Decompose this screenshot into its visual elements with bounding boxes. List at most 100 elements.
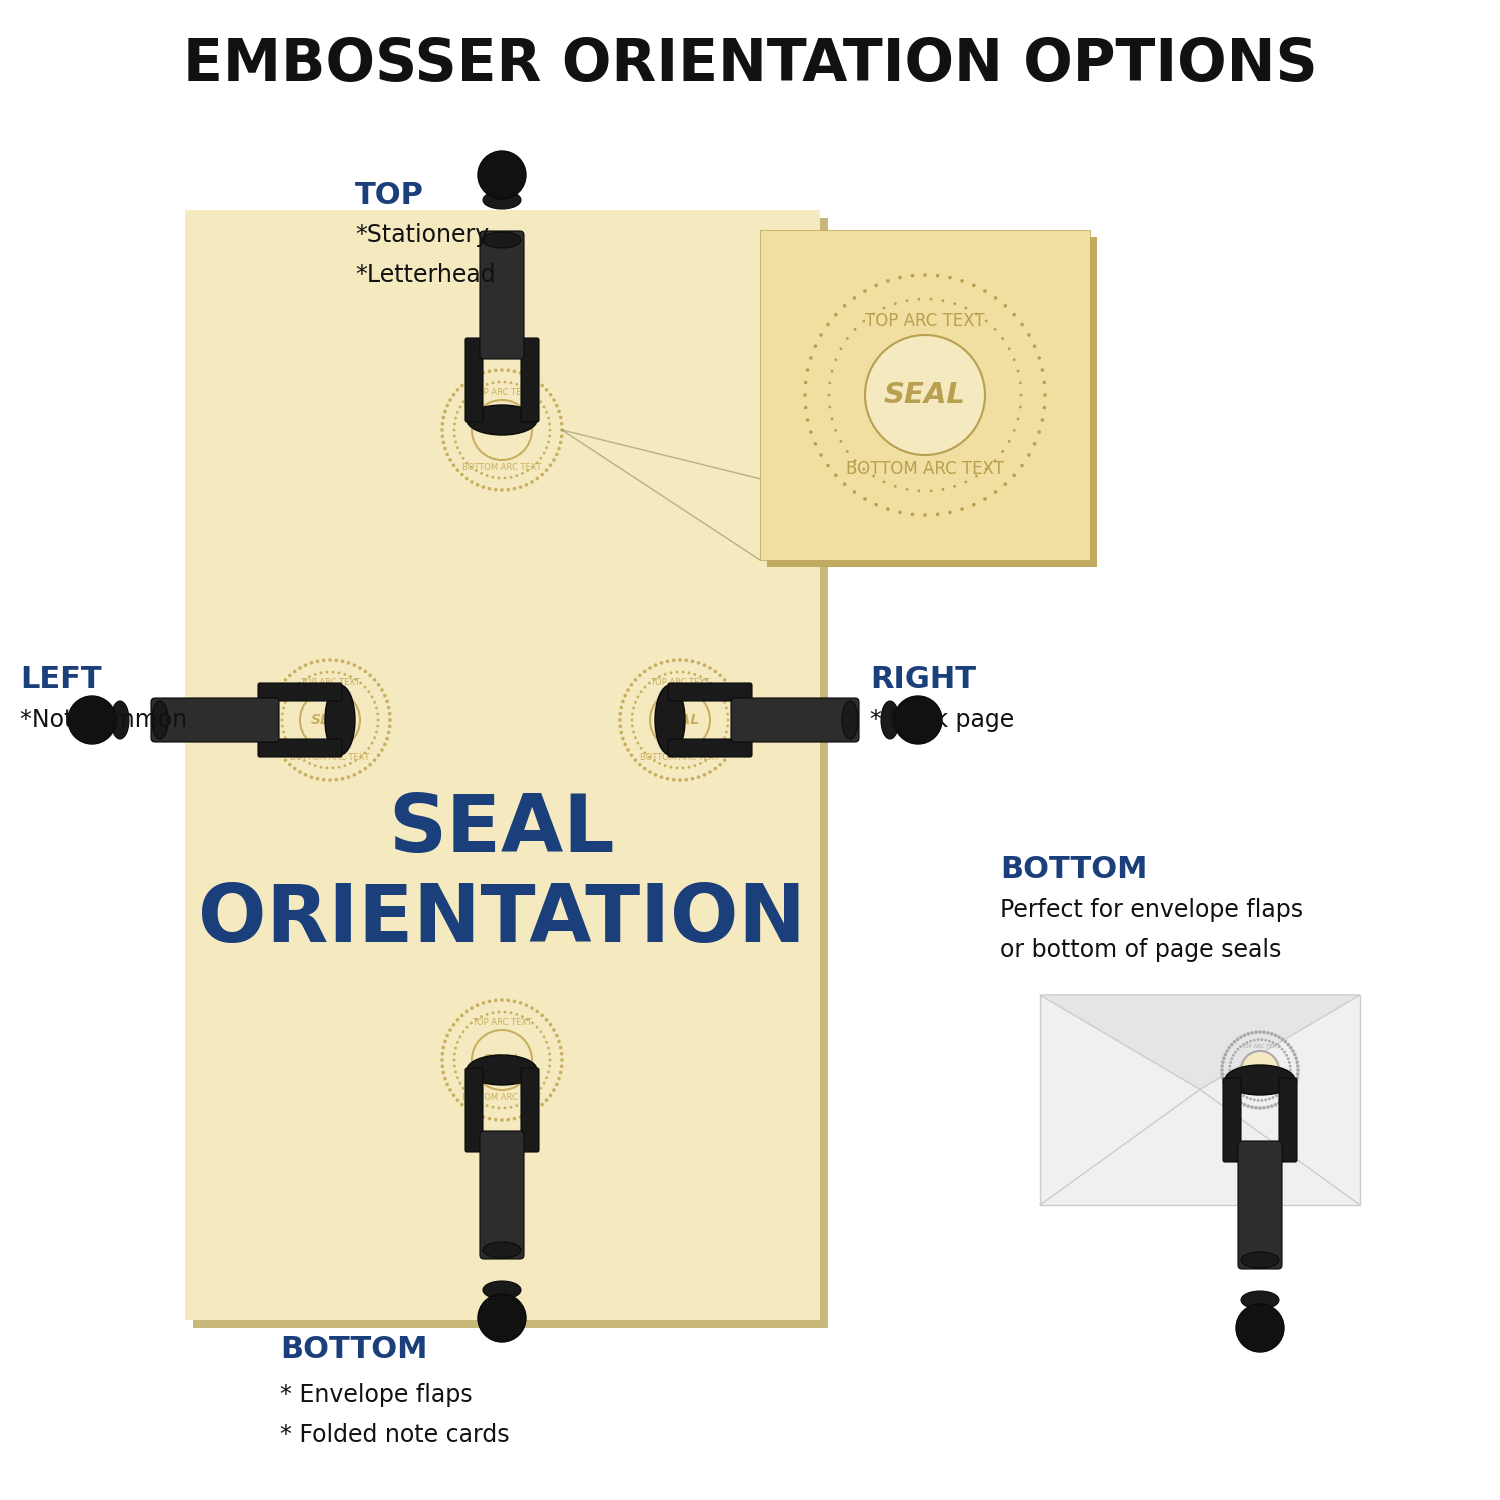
Circle shape <box>678 658 682 662</box>
Circle shape <box>520 1102 524 1106</box>
Circle shape <box>446 404 448 408</box>
Circle shape <box>540 1088 542 1089</box>
Circle shape <box>531 1095 534 1098</box>
Circle shape <box>363 766 368 771</box>
Circle shape <box>555 453 558 456</box>
Circle shape <box>1236 1048 1239 1050</box>
Circle shape <box>898 510 902 515</box>
Circle shape <box>813 345 818 348</box>
Circle shape <box>723 759 726 762</box>
Circle shape <box>513 999 516 1004</box>
Circle shape <box>735 736 740 741</box>
Circle shape <box>465 1026 468 1029</box>
Circle shape <box>292 766 297 771</box>
Circle shape <box>492 476 495 478</box>
Circle shape <box>536 477 538 480</box>
Circle shape <box>441 441 446 444</box>
Ellipse shape <box>656 686 686 754</box>
Circle shape <box>846 338 849 340</box>
Circle shape <box>387 705 390 710</box>
Circle shape <box>1234 1050 1238 1053</box>
Circle shape <box>465 1092 468 1095</box>
Circle shape <box>549 1059 552 1062</box>
Circle shape <box>1230 1094 1233 1096</box>
Circle shape <box>328 778 332 782</box>
Circle shape <box>960 279 964 282</box>
Circle shape <box>840 440 843 442</box>
Circle shape <box>441 1052 444 1056</box>
Circle shape <box>736 705 741 710</box>
Circle shape <box>1268 1040 1270 1042</box>
Circle shape <box>1281 1048 1284 1050</box>
Circle shape <box>513 488 516 490</box>
Circle shape <box>470 1007 474 1010</box>
Circle shape <box>1294 1080 1298 1083</box>
Circle shape <box>498 477 501 480</box>
Circle shape <box>465 477 468 480</box>
Circle shape <box>526 388 530 392</box>
Circle shape <box>525 1113 528 1116</box>
Circle shape <box>948 510 951 515</box>
Circle shape <box>1286 1083 1288 1086</box>
Circle shape <box>519 370 522 375</box>
Circle shape <box>618 712 622 716</box>
Text: TOP ARC TEXT: TOP ARC TEXT <box>1240 1044 1280 1048</box>
Circle shape <box>1257 1038 1260 1041</box>
Circle shape <box>705 759 706 762</box>
Circle shape <box>526 1100 530 1102</box>
Circle shape <box>1020 393 1023 396</box>
Circle shape <box>308 762 310 765</box>
Circle shape <box>516 1013 518 1016</box>
Circle shape <box>942 300 945 302</box>
Circle shape <box>1275 1095 1278 1096</box>
Circle shape <box>1013 474 1016 477</box>
Circle shape <box>519 486 522 489</box>
Circle shape <box>621 699 624 703</box>
Circle shape <box>894 303 897 304</box>
Circle shape <box>1252 1038 1256 1041</box>
Circle shape <box>1288 1068 1292 1071</box>
Circle shape <box>1233 1040 1236 1044</box>
Circle shape <box>344 765 346 766</box>
Circle shape <box>678 778 682 782</box>
Circle shape <box>630 718 633 722</box>
Circle shape <box>804 405 807 410</box>
Circle shape <box>558 1077 561 1080</box>
Circle shape <box>442 447 447 450</box>
Circle shape <box>560 416 562 420</box>
Text: BOTTOM: BOTTOM <box>280 1335 428 1365</box>
Circle shape <box>388 712 392 716</box>
Circle shape <box>960 507 964 512</box>
Circle shape <box>460 1102 464 1107</box>
Circle shape <box>1288 1072 1292 1076</box>
Circle shape <box>326 766 328 770</box>
Circle shape <box>1221 1064 1224 1068</box>
Circle shape <box>363 669 368 674</box>
Circle shape <box>654 663 657 668</box>
Circle shape <box>279 753 284 758</box>
Circle shape <box>386 699 388 703</box>
Circle shape <box>708 770 712 774</box>
Text: BOTTOM ARC TEXT: BOTTOM ARC TEXT <box>640 753 720 762</box>
Circle shape <box>68 696 116 744</box>
Circle shape <box>723 678 726 681</box>
Circle shape <box>714 766 717 771</box>
Text: TOP: TOP <box>356 180 424 210</box>
Circle shape <box>734 694 736 698</box>
Circle shape <box>1038 430 1041 433</box>
Text: BOTTOM ARC TEXT: BOTTOM ARC TEXT <box>462 1092 542 1101</box>
Circle shape <box>480 472 483 476</box>
Circle shape <box>363 686 366 688</box>
Circle shape <box>730 688 734 692</box>
Circle shape <box>1233 1096 1236 1100</box>
Circle shape <box>375 730 378 734</box>
Circle shape <box>560 1058 564 1062</box>
Circle shape <box>714 669 717 674</box>
FancyBboxPatch shape <box>668 682 752 700</box>
Circle shape <box>492 1106 495 1108</box>
Circle shape <box>548 1053 550 1056</box>
Circle shape <box>268 712 272 716</box>
Circle shape <box>1268 1098 1270 1101</box>
Circle shape <box>1296 1068 1300 1072</box>
Circle shape <box>548 1065 550 1068</box>
